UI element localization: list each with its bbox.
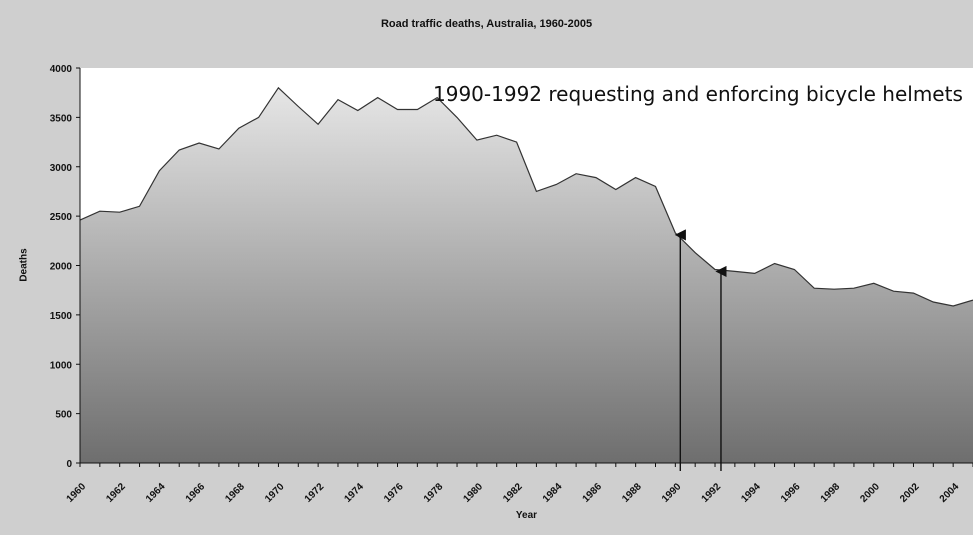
y-axis-label: Deaths: [18, 248, 30, 282]
x-tick-label: 1992: [700, 481, 724, 505]
x-tick-label: 1962: [104, 481, 128, 505]
y-tick-label: 3000: [50, 163, 73, 174]
y-tick-label: 0: [66, 459, 72, 470]
y-tick-label: 1500: [50, 311, 73, 322]
x-tick-label: 1978: [422, 481, 446, 505]
x-tick-label: 1980: [461, 481, 485, 505]
deaths-area: [80, 87, 973, 464]
x-tick-label: 1990: [660, 481, 684, 505]
x-tick-label: 2000: [858, 481, 882, 505]
x-tick-label: 1982: [501, 481, 525, 505]
y-tick-label: 4000: [50, 64, 73, 75]
x-tick-label: 1988: [620, 481, 644, 505]
x-tick-label: 1960: [65, 481, 89, 505]
x-tick-label: 1994: [739, 481, 763, 505]
x-tick-label: 1968: [223, 481, 247, 505]
x-tick-label: 1964: [144, 481, 168, 505]
y-tick-label: 2000: [50, 262, 73, 273]
x-tick-label: 1976: [382, 481, 406, 505]
helmet-annotation: 1990-1992 requesting and enforcing bicyc…: [433, 82, 963, 106]
deaths-line: [79, 86, 973, 307]
x-tick-label: 1986: [581, 481, 605, 505]
x-tick-label: 1984: [541, 481, 565, 505]
x-tick-label: 1998: [819, 481, 843, 505]
x-tick-label: 1970: [263, 481, 287, 505]
x-tick-label: 2002: [898, 481, 922, 505]
chart-title: Road traffic deaths, Australia, 1960-200…: [380, 18, 593, 30]
x-tick-label: 2004: [938, 481, 962, 505]
y-tick-label: 2500: [50, 212, 73, 223]
x-tick-label: 1972: [303, 481, 327, 505]
x-tick-label: 1996: [779, 481, 803, 505]
y-tick-label: 1000: [50, 360, 73, 371]
x-tick-label: 1966: [184, 481, 208, 505]
y-tick-label: 500: [55, 410, 72, 421]
y-tick-label: 3500: [50, 113, 73, 124]
x-tick-label: 1974: [342, 481, 366, 505]
x-axis-label: Year: [515, 510, 538, 521]
